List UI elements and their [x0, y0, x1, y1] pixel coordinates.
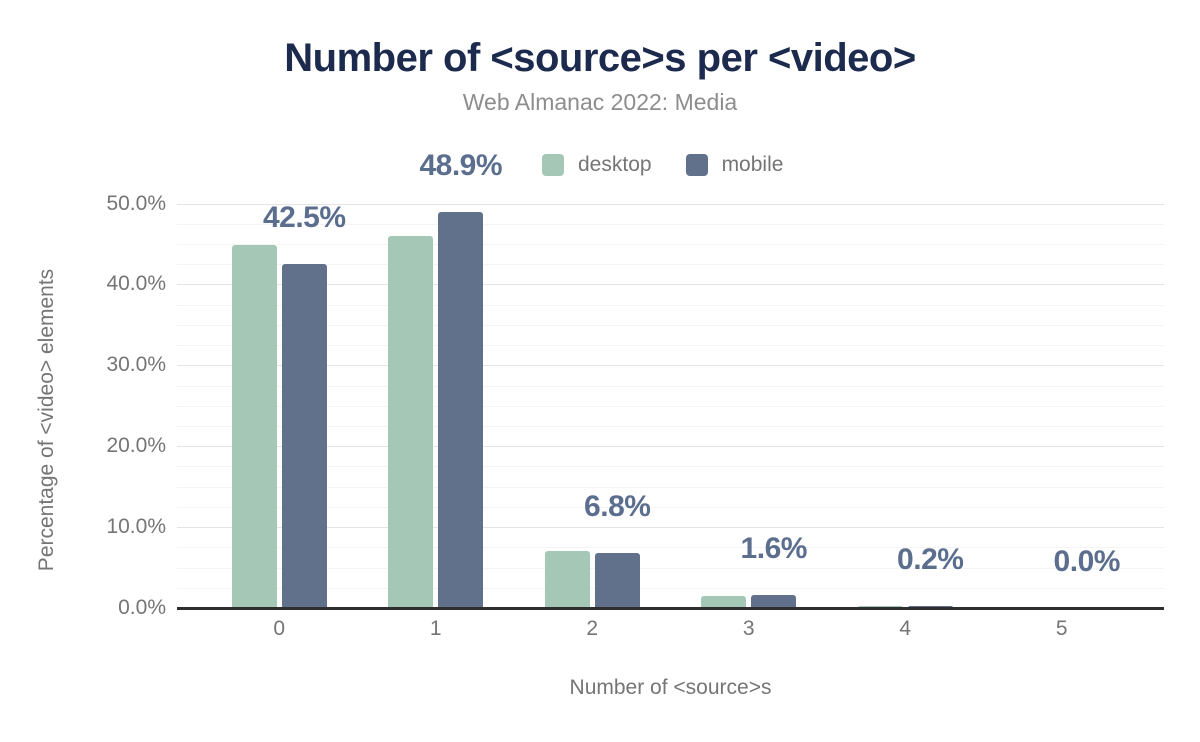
data-label-4: 0.2% [897, 543, 964, 577]
y-axis-title: Percentage of <video> elements [35, 268, 58, 572]
gridline-major [177, 446, 1164, 448]
chart-subtitle: Web Almanac 2022: Media [462, 89, 738, 115]
chart-title: Number of <source>s per <video> [284, 36, 916, 80]
gridline-minor [177, 243, 1164, 245]
bar-desktop-2 [544, 551, 590, 608]
gridline-major [177, 365, 1164, 367]
gridline-minor [177, 345, 1164, 347]
gridline-minor [177, 506, 1164, 508]
legend-label-desktop: desktop [578, 153, 652, 176]
y-tick-label: 0.0% [118, 596, 166, 619]
y-tick-label: 20.0% [106, 434, 166, 458]
gridline-minor [177, 547, 1164, 549]
bar-desktop-1 [388, 235, 434, 608]
bar-desktop-3 [701, 595, 747, 608]
gridline-minor [177, 264, 1164, 266]
gridline-minor [177, 486, 1164, 488]
gridline-minor [177, 405, 1164, 407]
legend-swatch-mobile [685, 154, 708, 176]
gridline-major [177, 284, 1164, 286]
y-tick-label: 50.0% [106, 191, 166, 215]
legend-item-mobile: mobile [685, 153, 784, 177]
gridline-minor [177, 223, 1164, 225]
x-tick-label: 1 [429, 617, 442, 640]
y-tick-label: 30.0% [106, 353, 166, 377]
data-label-5: 0.0% [1053, 545, 1121, 578]
legend-item-desktop: desktop [542, 153, 652, 177]
data-label-0: 42.5% [262, 201, 346, 235]
gridline-major [177, 203, 1164, 205]
data-label-2: 6.8% [584, 489, 651, 523]
gridline-minor [177, 425, 1164, 427]
x-tick-label: 0 [273, 617, 286, 640]
gridline-minor [177, 304, 1164, 306]
x-axis-line [177, 607, 1164, 610]
gridline-major [177, 527, 1164, 529]
x-tick-label: 4 [899, 617, 912, 640]
x-tick-label: 2 [586, 617, 599, 640]
gridline-minor [177, 587, 1164, 589]
gridline-minor [177, 324, 1164, 326]
y-tick-label: 40.0% [106, 272, 166, 296]
bar-mobile-1 [438, 212, 484, 608]
data-label-3: 1.6% [740, 532, 808, 566]
data-label-1: 48.9% [419, 149, 503, 183]
bar-mobile-0 [281, 264, 327, 608]
y-tick-label: 10.0% [106, 515, 166, 539]
x-tick-label: 5 [1055, 617, 1068, 640]
legend: desktop mobile [542, 153, 783, 177]
bar-mobile-2 [594, 552, 640, 608]
gridline-minor [177, 567, 1164, 569]
bar-desktop-0 [231, 244, 277, 608]
legend-label-mobile: mobile [721, 153, 784, 176]
legend-swatch-desktop [542, 154, 564, 176]
gridline-minor [177, 385, 1164, 387]
x-tick-label: 3 [742, 617, 755, 640]
bar-mobile-3 [751, 595, 797, 608]
x-axis-title: Number of <source>s [569, 676, 772, 699]
gridline-minor [177, 466, 1164, 468]
